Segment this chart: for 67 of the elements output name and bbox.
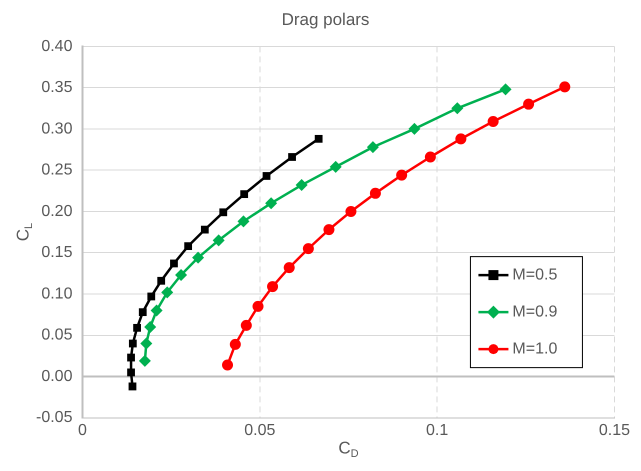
point bbox=[396, 170, 408, 181]
point bbox=[330, 160, 342, 173]
x-tick-label: 0.1 bbox=[426, 422, 448, 439]
point bbox=[144, 321, 156, 334]
point bbox=[222, 359, 234, 370]
point bbox=[302, 243, 314, 254]
point bbox=[184, 242, 192, 250]
y-tick-label: 0.40 bbox=[41, 38, 73, 55]
point bbox=[240, 190, 248, 198]
point bbox=[127, 354, 135, 362]
y-tick-label: 0.10 bbox=[41, 285, 73, 302]
y-tick-label: 0.00 bbox=[41, 368, 73, 385]
y-tick-label: -0.05 bbox=[36, 409, 73, 426]
point bbox=[424, 151, 436, 162]
point bbox=[500, 83, 512, 96]
point bbox=[200, 226, 209, 234]
point bbox=[161, 286, 174, 298]
y-tick-label: 0.05 bbox=[41, 326, 73, 344]
point bbox=[237, 215, 250, 228]
point bbox=[265, 197, 278, 210]
point bbox=[323, 224, 334, 236]
point bbox=[138, 354, 151, 367]
chart-title: Drag polars bbox=[282, 10, 370, 29]
point bbox=[366, 141, 379, 154]
y-tick-label: 0.35 bbox=[41, 79, 73, 96]
point bbox=[408, 122, 420, 135]
point bbox=[314, 134, 323, 143]
y-tick-label: 0.20 bbox=[41, 202, 73, 220]
point bbox=[451, 102, 464, 114]
point bbox=[488, 116, 499, 128]
legend-label: M=0.9 bbox=[512, 304, 558, 321]
point bbox=[288, 153, 296, 161]
point bbox=[175, 269, 188, 282]
point bbox=[128, 382, 136, 390]
point bbox=[212, 234, 225, 246]
x-tick-label: 0.15 bbox=[598, 422, 630, 439]
point bbox=[455, 133, 466, 144]
point bbox=[296, 179, 308, 192]
point bbox=[559, 81, 570, 92]
point bbox=[140, 338, 152, 350]
point bbox=[127, 368, 135, 376]
point bbox=[262, 172, 270, 180]
point bbox=[133, 324, 141, 332]
point bbox=[370, 188, 381, 199]
y-tick-label: 0.15 bbox=[41, 244, 73, 262]
y-tick-label: 0.30 bbox=[41, 120, 73, 138]
point bbox=[267, 281, 278, 292]
point bbox=[230, 338, 241, 350]
point bbox=[345, 206, 356, 217]
x-tick-label: 0 bbox=[78, 422, 88, 439]
point bbox=[252, 300, 264, 312]
point bbox=[170, 260, 178, 268]
point bbox=[523, 98, 534, 110]
y-axis-title: CL bbox=[14, 222, 36, 242]
point bbox=[128, 340, 137, 348]
point bbox=[284, 262, 295, 274]
point bbox=[157, 276, 166, 285]
point bbox=[150, 304, 163, 317]
point bbox=[240, 320, 252, 331]
y-tick-label: 0.25 bbox=[41, 162, 73, 179]
point bbox=[219, 208, 228, 216]
point bbox=[192, 252, 204, 264]
legend-label: M=0.5 bbox=[512, 266, 558, 284]
x-tick-label: 0.05 bbox=[244, 422, 276, 439]
point bbox=[147, 292, 156, 300]
point bbox=[138, 308, 147, 316]
legend-label: M=1.0 bbox=[512, 340, 558, 358]
